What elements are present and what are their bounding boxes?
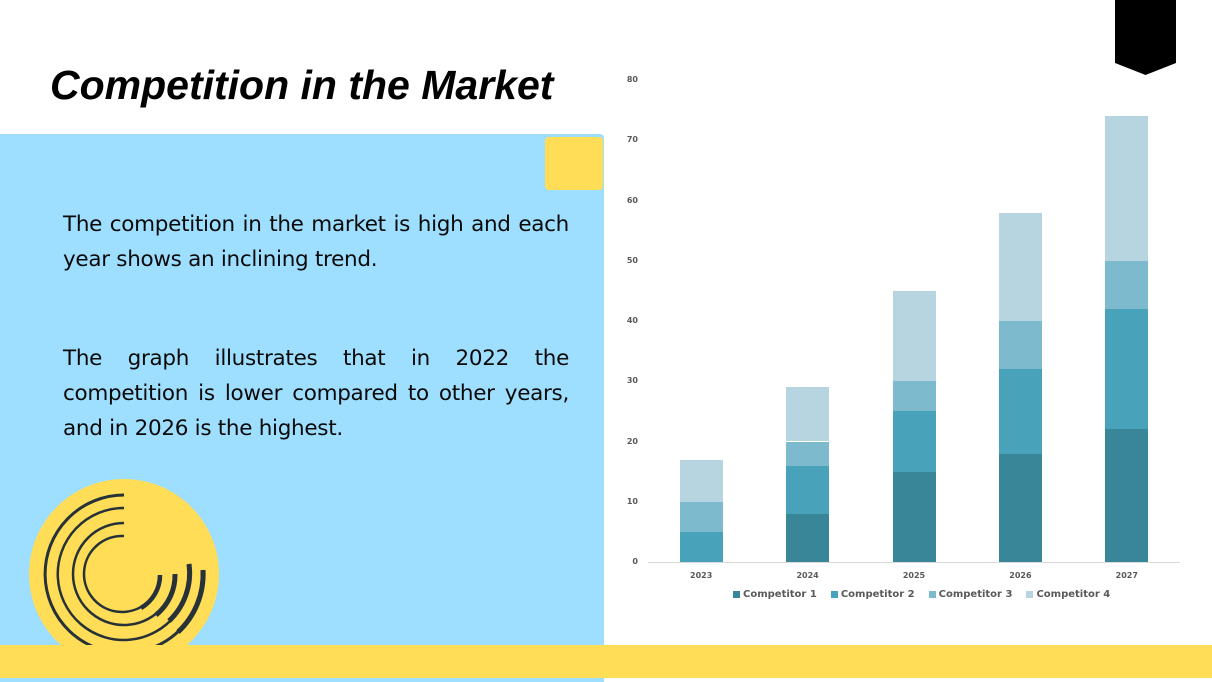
legend-label: Competitor 4: [1036, 589, 1111, 600]
bar-segment: [1105, 429, 1149, 562]
bar-segment: [1105, 116, 1149, 261]
x-tick-label: 2024: [796, 571, 819, 580]
bar-segment: [679, 501, 723, 532]
concentric-spiral-icon: [29, 479, 219, 669]
y-tick-label: 30: [626, 376, 638, 386]
x-tick-label: 2025: [902, 571, 926, 580]
legend-swatch-icon: [733, 591, 740, 598]
bar-segment: [998, 212, 1042, 321]
paragraph-2: The graph illustrates that in 2022 the c…: [63, 346, 569, 441]
legend-swatch-icon: [830, 591, 838, 598]
y-tick-label: 40: [626, 316, 638, 325]
bar-segment: [998, 321, 1042, 370]
legend-swatch-icon: [1026, 591, 1034, 598]
bar-segment: [998, 369, 1042, 454]
accent-square: [545, 137, 603, 190]
y-tick-label: 70: [626, 135, 638, 145]
x-tick-label: 2027: [1115, 571, 1138, 580]
legend-label: Competitor 2: [840, 589, 915, 600]
y-tick-label: 60: [626, 195, 638, 205]
bar-segment: [1105, 308, 1149, 430]
chart-legend: Competitor 1 Competitor 2 Competitor 3 Comp…: [733, 589, 1110, 600]
y-tick-label: 80: [626, 75, 638, 84]
bar-segment: [786, 465, 830, 514]
x-tick-label: 2026: [1009, 571, 1032, 580]
bar-segment: [892, 411, 936, 472]
y-tick-label: 20: [626, 436, 638, 446]
bar-segment: [998, 453, 1042, 562]
bottom-accent-bar: [0, 645, 1212, 678]
legend-item: Competitor 3: [928, 589, 1013, 600]
bar-segment: [892, 471, 936, 562]
paragraph-1: The competition in the market is high an…: [63, 212, 569, 272]
bar-segment: [892, 290, 936, 382]
legend-label: Competitor 1: [743, 589, 817, 600]
bookmark-icon: [1115, 0, 1176, 75]
x-tick-label: 2023: [690, 571, 713, 580]
bar-segment: [1105, 260, 1149, 309]
legend-label: Competitor 3: [938, 589, 1013, 600]
y-tick-label: 50: [626, 255, 638, 265]
legend-item: Competitor 2: [830, 589, 915, 600]
bar-segment: [786, 441, 830, 466]
bar-segment: [679, 531, 723, 562]
bar-segment: [786, 387, 830, 442]
y-tick-label: 0: [632, 557, 638, 566]
legend-swatch-icon: [928, 591, 936, 598]
legend-item: Competitor 4: [1026, 589, 1110, 600]
bar-segment: [786, 513, 830, 562]
legend-item: Competitor 1: [733, 589, 817, 600]
bar-segment: [892, 381, 936, 412]
y-tick-label: 10: [626, 496, 638, 506]
page-title: Competition in the Market: [50, 62, 554, 108]
bar-segment: [679, 459, 723, 502]
x-axis-line: [648, 562, 1180, 563]
